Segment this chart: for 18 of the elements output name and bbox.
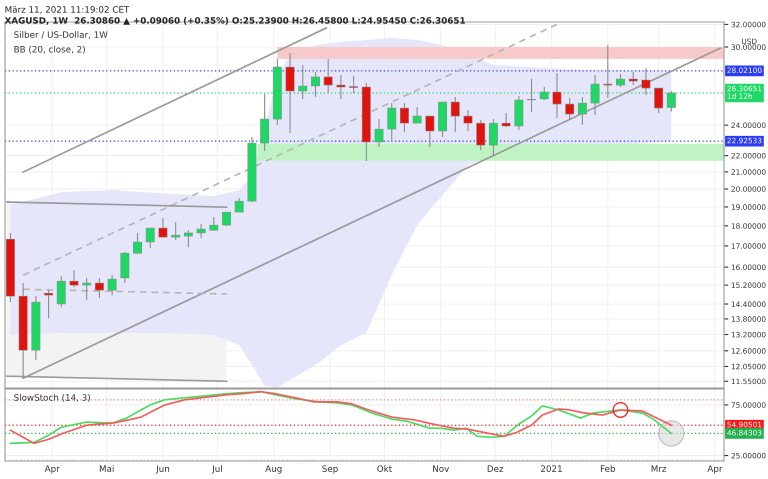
x-tick-label: Apr bbox=[44, 465, 60, 474]
x-tick-label: 2021 bbox=[541, 465, 562, 472]
x-tick-label: Jul bbox=[212, 465, 222, 474]
x-tick-label: Dez bbox=[488, 465, 504, 472]
x-tick-label: Apr bbox=[707, 465, 722, 474]
text: BB (20, close, 2) bbox=[14, 46, 85, 54]
text: Silber / US-Dollar, 1W bbox=[14, 31, 108, 39]
x-tick-label: Nov bbox=[433, 465, 450, 472]
x-tick-label: Mai bbox=[100, 465, 114, 472]
x-tick-label: Mrz bbox=[652, 465, 666, 472]
x-tick-label: Aug bbox=[265, 465, 282, 474]
x-tick-label: Feb bbox=[600, 465, 616, 472]
text: März 11, 2021 11:19:02 CET bbox=[5, 6, 130, 14]
x-tick-label: Okt bbox=[377, 465, 392, 472]
annotation: XAGUSD, 1W 26.30860 ▲ +0.09060 (+0.35%) O:25.23900 H:26.45800 L:24.95450 C:26.30651 bbox=[4, 17, 465, 25]
x-tick-label: Sep bbox=[322, 465, 338, 474]
text: SlowStoch (14, 3) bbox=[14, 394, 90, 402]
x-tick-label: Jun bbox=[156, 465, 170, 474]
